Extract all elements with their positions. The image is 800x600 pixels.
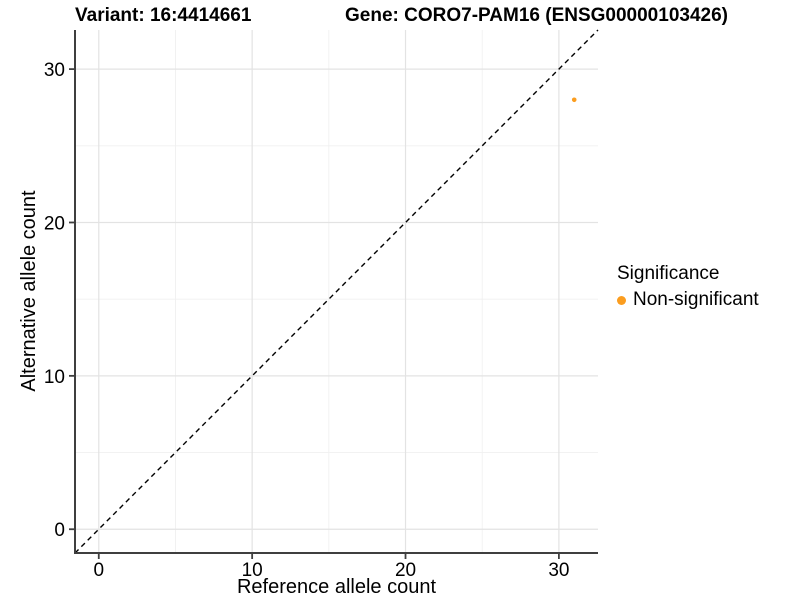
legend-point-icon <box>617 295 626 305</box>
legend: Significance Non-significant <box>617 262 759 312</box>
grid-major <box>75 30 598 553</box>
tick-label: 10 <box>44 367 65 388</box>
y-axis-title: Alternative allele count <box>18 190 40 392</box>
x-axis-title: Reference allele count <box>236 576 436 598</box>
tick-label: 0 <box>93 560 104 581</box>
legend-entry-label: Non-significant <box>633 289 759 310</box>
tick-label: 30 <box>44 60 65 81</box>
tick-label: 20 <box>44 213 65 234</box>
plot-title-gene: Gene: CORO7-PAM16 (ENSG00000103426) <box>345 5 728 26</box>
legend-entry-non-significant: Non-significant <box>617 288 759 312</box>
tick-label: 20 <box>395 560 416 581</box>
data-points <box>571 97 577 103</box>
tick-label: 10 <box>242 560 263 581</box>
legend-title: Significance <box>617 263 720 284</box>
tick-label: 0 <box>54 520 65 541</box>
grid-minor <box>75 30 598 553</box>
axis-lines <box>74 30 598 554</box>
tick-labels: 0 10 20 30 0 10 20 30 <box>44 60 570 581</box>
plot-title-variant: Variant: 16:4414661 <box>75 5 252 26</box>
tick-marks <box>69 68 560 559</box>
data-point <box>571 97 577 103</box>
identity-line <box>74 29 599 554</box>
tick-label: 30 <box>548 560 569 581</box>
